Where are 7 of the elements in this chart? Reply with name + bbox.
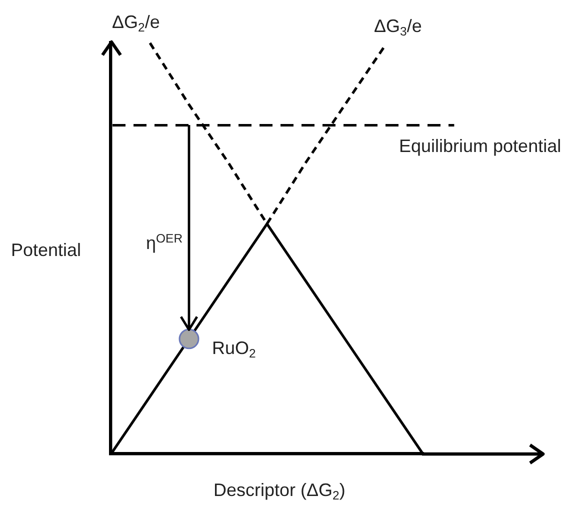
- ref-line-label: Equilibrium potential: [399, 136, 562, 158]
- series-label: RuO$_{2}$: [212, 338, 256, 361]
- annotation: η$^{OER}$: [146, 231, 183, 255]
- series-label: ΔG$_{2}$/e: [112, 12, 160, 35]
- y-axis-title: Potential: [11, 240, 82, 262]
- series-label: ΔG$_{3}$/e: [374, 16, 422, 39]
- x-axis-title: Descriptor (ΔG$_{2}$): [213, 480, 346, 503]
